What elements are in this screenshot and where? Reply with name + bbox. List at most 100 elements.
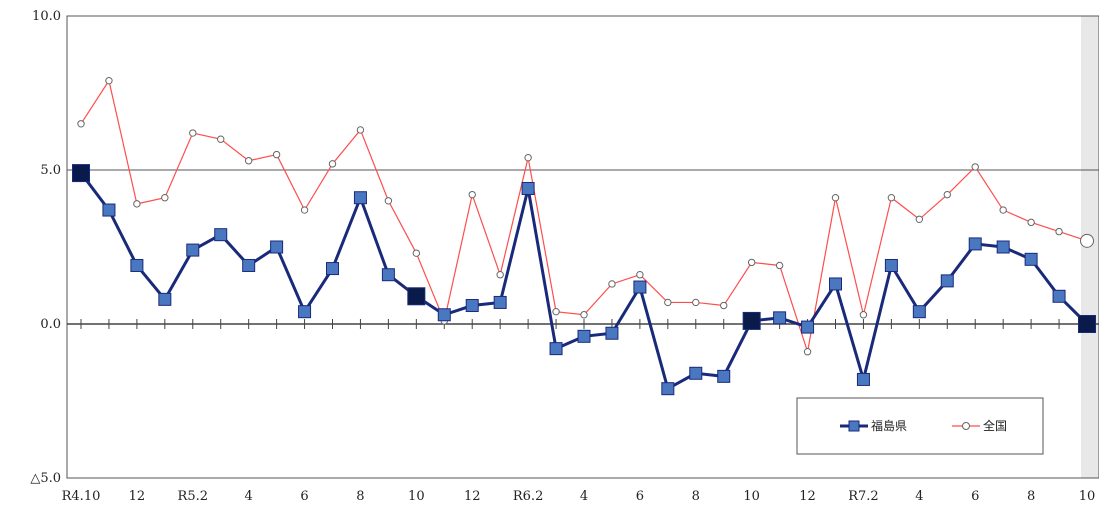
x-tick-label: R5.2 [178, 489, 208, 504]
x-tick-label: 4 [915, 489, 923, 504]
point-national [552, 307, 560, 316]
x-tick-label: 12 [799, 489, 816, 504]
legend-label-fukushima: 福島県 [871, 418, 907, 433]
point-fukushima [298, 305, 312, 319]
point-fukushima [158, 292, 172, 306]
point-fukushima [996, 240, 1010, 254]
point-national [328, 160, 337, 168]
x-tick-label: 12 [464, 489, 481, 504]
point-national [468, 190, 476, 199]
x-tick-label: 6 [636, 489, 644, 504]
point-fukushima [829, 277, 842, 291]
point-fukushima [1052, 289, 1066, 303]
point-national [915, 215, 924, 223]
series-group [72, 76, 1096, 396]
point-fukushima [407, 287, 426, 306]
point-fukushima [549, 342, 563, 356]
point-national [692, 298, 700, 307]
point-national [636, 271, 644, 279]
legend-marker-fukushima [848, 420, 860, 432]
y-tick-label: 10.0 [32, 9, 61, 24]
point-national [720, 301, 728, 310]
point-national [664, 298, 672, 307]
point-national [217, 135, 225, 143]
point-fukushima [465, 299, 479, 313]
point-fukushima [773, 311, 787, 325]
x-tick-label: R7.2 [848, 489, 878, 504]
y-tick-label: △5.0 [30, 471, 61, 486]
x-tick-label: 6 [300, 489, 308, 504]
point-national [775, 261, 784, 270]
point-national [161, 194, 169, 202]
legend-label-national: 全国 [983, 418, 1007, 433]
point-national [971, 163, 979, 171]
x-tick-label: R6.2 [513, 489, 543, 504]
point-national [384, 197, 393, 205]
point-fukushima [605, 326, 619, 340]
point-fukushima [940, 274, 954, 288]
y-tick-label: 5.0 [40, 163, 61, 178]
point-fukushima [130, 258, 144, 272]
point-national [105, 76, 113, 85]
y-axis: 10.0 5.0 0.0 △5.0 [30, 9, 61, 486]
point-fukushima [437, 308, 451, 322]
point-fukushima [72, 164, 90, 183]
x-tick-label: 4 [580, 489, 588, 504]
legend: 福島県 全国 [796, 397, 1044, 455]
x-tick-label: 10 [1079, 489, 1096, 504]
point-national [747, 258, 756, 267]
point-national [803, 348, 812, 356]
point-fukushima [968, 237, 982, 251]
point-fukushima [493, 295, 507, 309]
point-national [189, 129, 197, 137]
x-tick-label: R4.10 [62, 489, 101, 504]
point-national [272, 150, 281, 159]
point-national [300, 206, 309, 214]
x-axis: R4.10 12 R5.2 4 6 8 10 12 R6.2 4 6 8 10 12 R7.2 4 6 8 10 [62, 489, 1096, 504]
x-tick-label: 10 [743, 489, 760, 504]
point-national [831, 194, 840, 202]
point-fukushima [717, 369, 731, 383]
point-fukushima [689, 366, 703, 380]
point-national [887, 194, 896, 202]
point-fukushima [1078, 315, 1096, 333]
point-fukushima [186, 243, 200, 257]
point-national [580, 311, 588, 319]
point-national [1080, 233, 1094, 248]
point-fukushima [521, 181, 535, 195]
point-national [524, 153, 532, 162]
point-fukushima [801, 320, 815, 334]
point-fukushima [633, 280, 647, 294]
point-national [1027, 218, 1035, 227]
x-tick-label: 4 [245, 489, 253, 504]
point-national [77, 120, 85, 128]
series-line-fukushima [79, 172, 1089, 391]
point-fukushima [577, 329, 591, 343]
plot-frame [66, 15, 1099, 479]
point-fukushima [884, 258, 898, 272]
x-tick-label: 10 [408, 489, 425, 504]
point-national [608, 280, 616, 288]
point-national [133, 200, 141, 208]
point-fukushima [381, 268, 395, 282]
point-fukushima [1024, 252, 1038, 266]
legend-marker-national [962, 422, 970, 430]
point-national [244, 157, 253, 165]
point-national [1055, 227, 1063, 236]
point-fukushima [102, 203, 116, 217]
point-fukushima [661, 382, 675, 396]
point-fukushima [326, 262, 339, 276]
point-fukushima [353, 191, 367, 205]
x-tick-label: 12 [129, 489, 146, 504]
point-fukushima [214, 228, 228, 242]
point-fukushima [270, 240, 284, 254]
point-national [999, 206, 1007, 214]
x-tick-label: 6 [971, 489, 979, 504]
legend-box [796, 397, 1044, 455]
point-national [496, 271, 504, 279]
y-tick-label: 0.0 [40, 317, 61, 332]
point-national [412, 249, 421, 257]
point-fukushima [856, 372, 870, 386]
point-fukushima [242, 258, 256, 272]
